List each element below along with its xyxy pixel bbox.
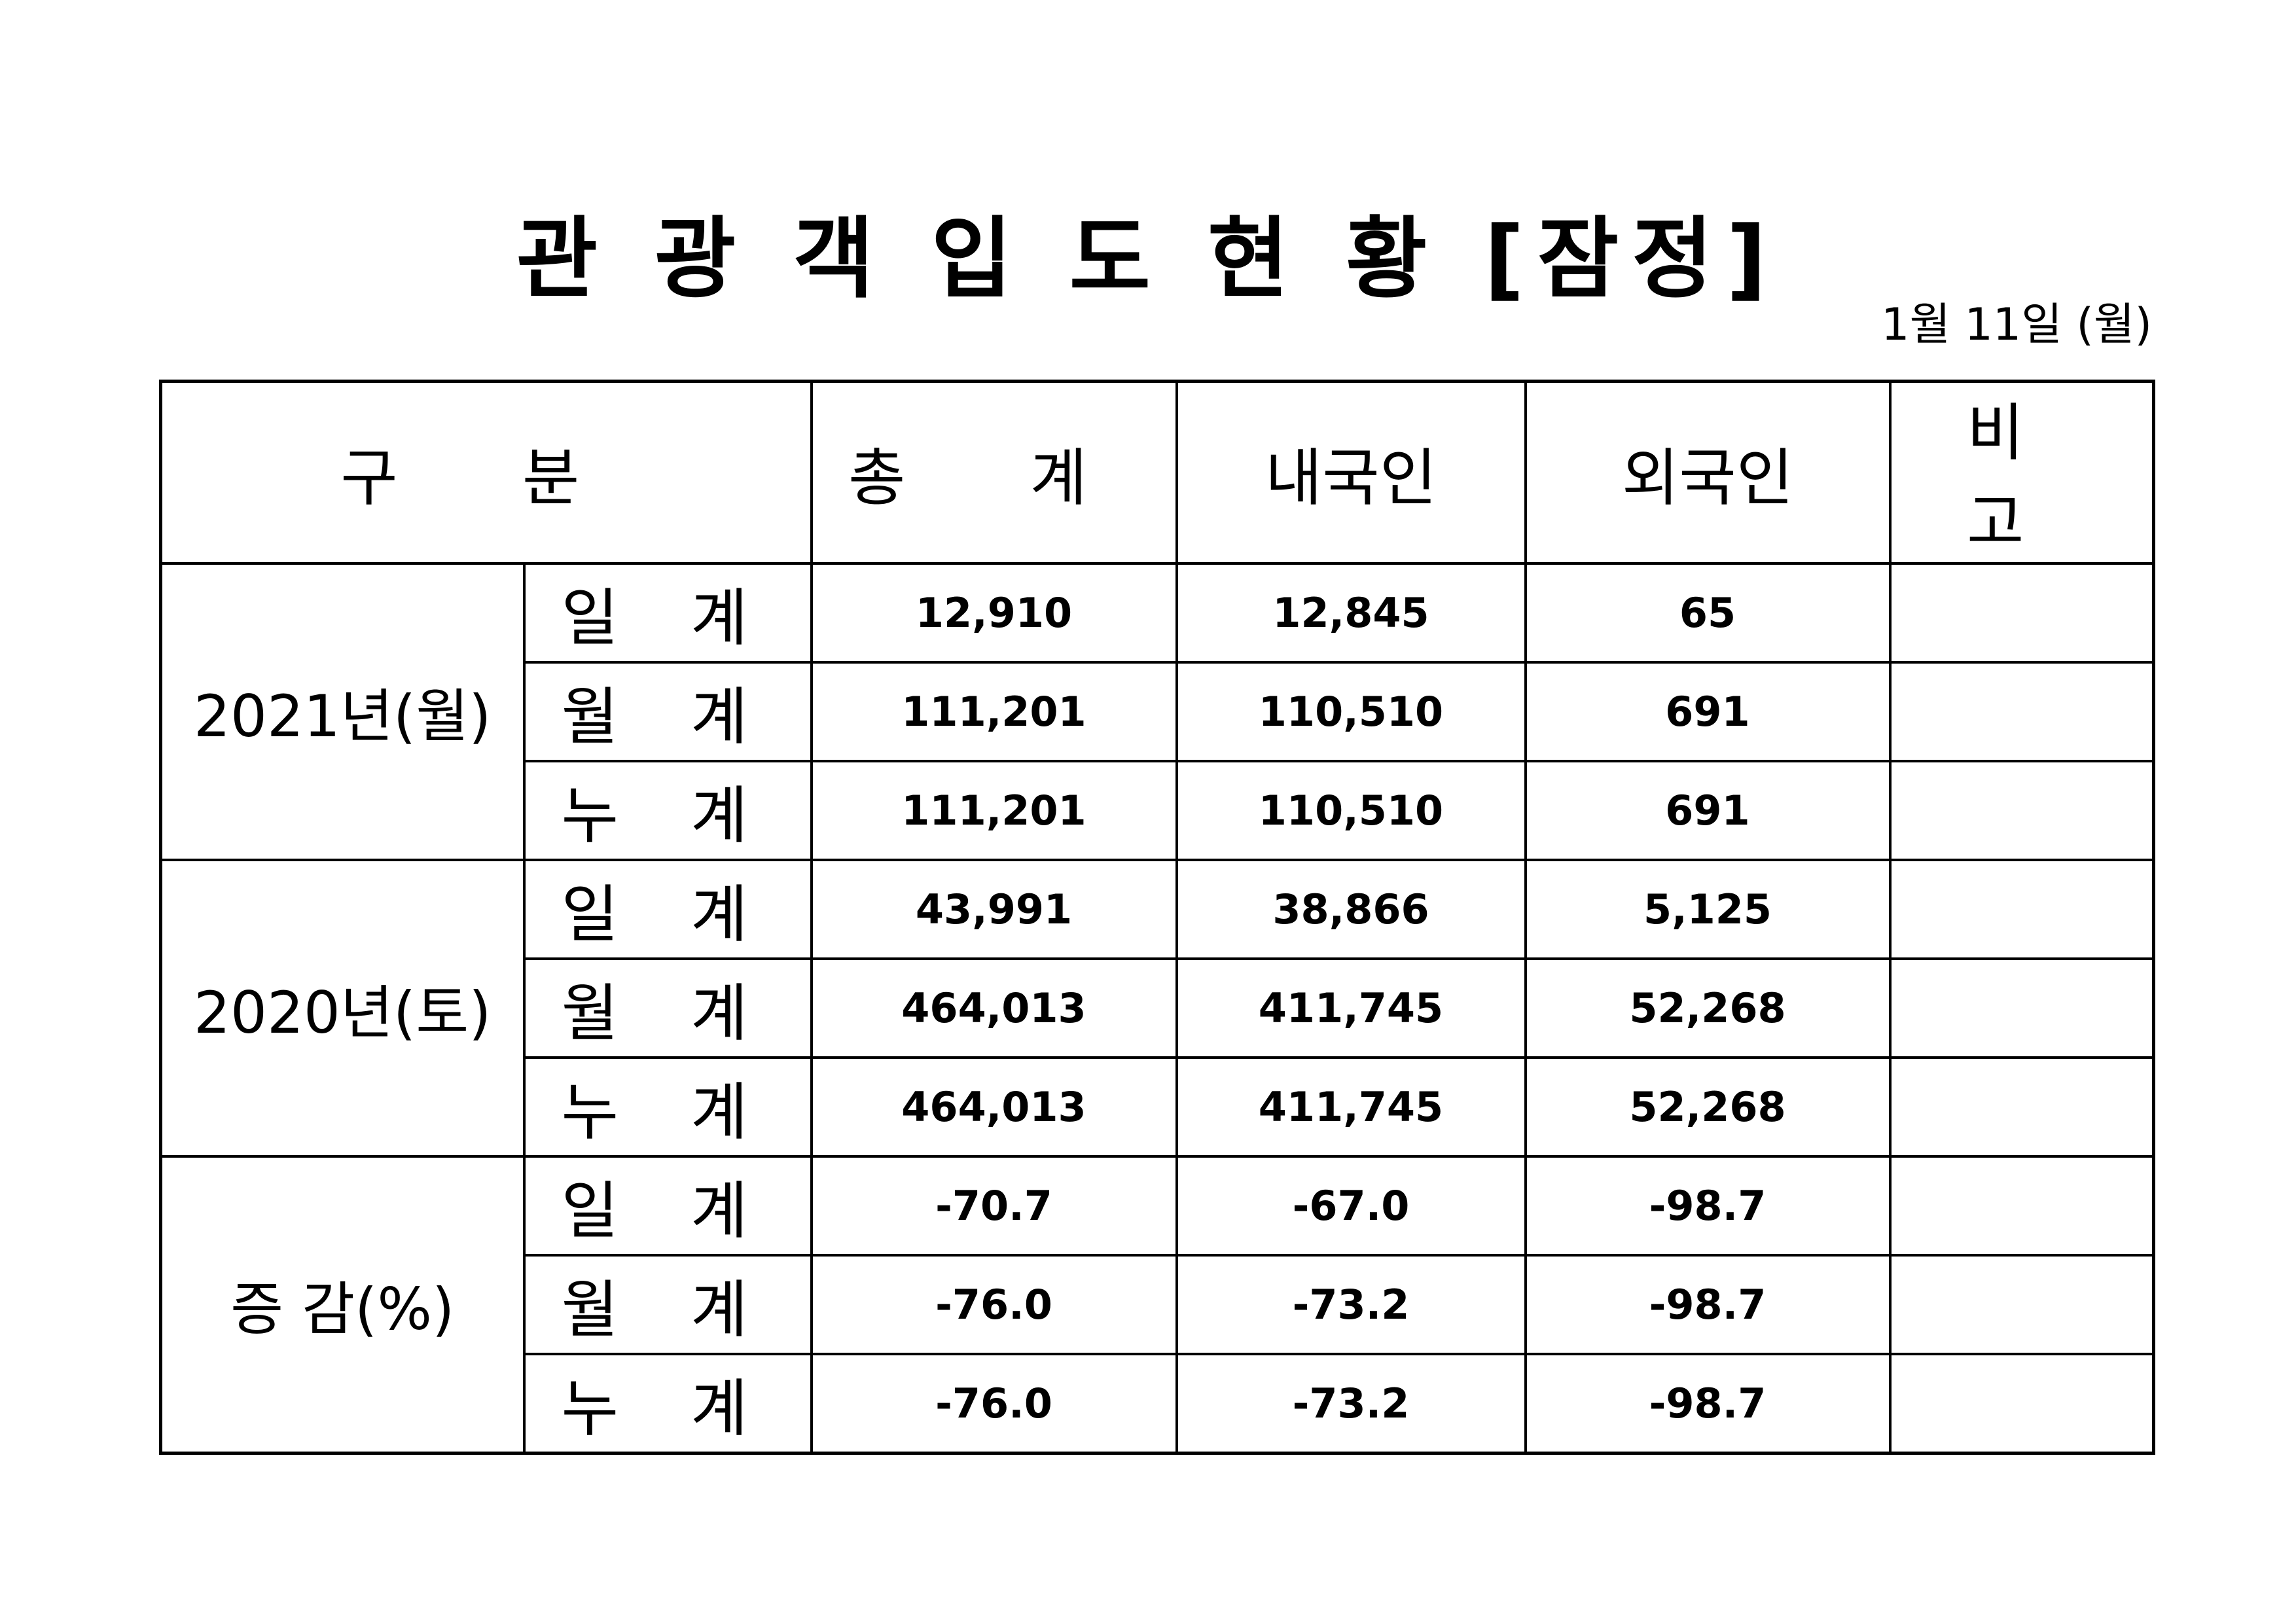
note-cell xyxy=(1888,562,2155,664)
cell: 691 xyxy=(1524,760,1892,861)
note-cell xyxy=(1888,760,2155,861)
note-cell xyxy=(1888,957,2155,1059)
column-header: 내국인 xyxy=(1175,380,1527,565)
note-cell xyxy=(1888,1056,2155,1158)
cell: 43,991 xyxy=(810,859,1178,960)
cell: 111,201 xyxy=(810,760,1178,861)
cell: 411,745 xyxy=(1175,1056,1527,1158)
data-row: 2020년(토) 일 계 43,991 38,866 5,125 xyxy=(159,859,2155,1158)
column-header: 구 분 xyxy=(159,380,813,565)
data-row: 증 감(%) 일 계 -70.7 -67.0 -98.7 xyxy=(159,1155,2155,1455)
title: 관 광 객 입 도 현 황 [잠정] xyxy=(516,207,1780,310)
data-row: 2021년(월) 일 계 12,910 12,845 65 xyxy=(159,562,2155,861)
cell: 111,201 xyxy=(810,661,1178,762)
cell: 12,910 xyxy=(810,562,1178,664)
cell: -67.0 xyxy=(1175,1155,1527,1257)
data-row: 월 계 464,013 411,745 52,268 xyxy=(161,957,2155,1059)
data-row: 월 계 111,201 110,510 691 xyxy=(161,661,2155,762)
note-cell xyxy=(1888,859,2155,960)
cell: 52,268 xyxy=(1524,1056,1892,1158)
row-label: 누 계 xyxy=(522,1056,813,1158)
cell: 411,745 xyxy=(1175,957,1527,1059)
cell: -98.7 xyxy=(1524,1155,1892,1257)
note-cell xyxy=(1888,1353,2155,1455)
row-label: 일 계 xyxy=(522,1155,813,1257)
cell: 464,013 xyxy=(810,957,1178,1059)
row-label: 누 계 xyxy=(522,1353,813,1455)
cell: -73.2 xyxy=(1175,1353,1527,1455)
cell: 5,125 xyxy=(1524,859,1892,960)
row-label: 누 계 xyxy=(522,760,813,861)
cell: -73.2 xyxy=(1175,1254,1527,1355)
cell: -76.0 xyxy=(810,1254,1178,1355)
column-header: 외국인 xyxy=(1524,380,1892,565)
cell: 12,845 xyxy=(1175,562,1527,664)
cell: 52,268 xyxy=(1524,957,1892,1059)
cell: 38,866 xyxy=(1175,859,1527,960)
note-cell xyxy=(1888,661,2155,762)
data-row: 누 계 -76.0 -73.2 -98.7 xyxy=(161,1353,2155,1455)
cell: -76.0 xyxy=(810,1353,1178,1455)
cell: 110,510 xyxy=(1175,760,1527,861)
column-header: 비 고 xyxy=(1888,380,2155,565)
data-row: 월 계 -76.0 -73.2 -98.7 xyxy=(161,1254,2155,1355)
cell: 464,013 xyxy=(810,1056,1178,1158)
cell: 691 xyxy=(1524,661,1892,762)
cell: 110,510 xyxy=(1175,661,1527,762)
note-cell xyxy=(1888,1155,2155,1257)
group-label: 증 감(%) xyxy=(159,1155,526,1455)
column-header: 총 계 xyxy=(810,380,1178,565)
cell: 65 xyxy=(1524,562,1892,664)
cell: -70.7 xyxy=(810,1155,1178,1257)
data-row: 누 계 464,013 411,745 52,268 xyxy=(161,1056,2155,1158)
date: 1월 11일 (월) xyxy=(1881,299,2152,351)
group-label: 2020년(토) xyxy=(159,859,526,1158)
row-label: 일 계 xyxy=(522,859,813,960)
note-cell xyxy=(1888,1254,2155,1355)
cell: -98.7 xyxy=(1524,1254,1892,1355)
data-row: 누 계 111,201 110,510 691 xyxy=(161,760,2155,861)
cell: -98.7 xyxy=(1524,1353,1892,1455)
row-label: 월 계 xyxy=(522,661,813,762)
row-label: 월 계 xyxy=(522,957,813,1059)
row-label: 일 계 xyxy=(522,562,813,664)
group-label: 2021년(월) xyxy=(159,562,526,861)
row-label: 월 계 xyxy=(522,1254,813,1355)
